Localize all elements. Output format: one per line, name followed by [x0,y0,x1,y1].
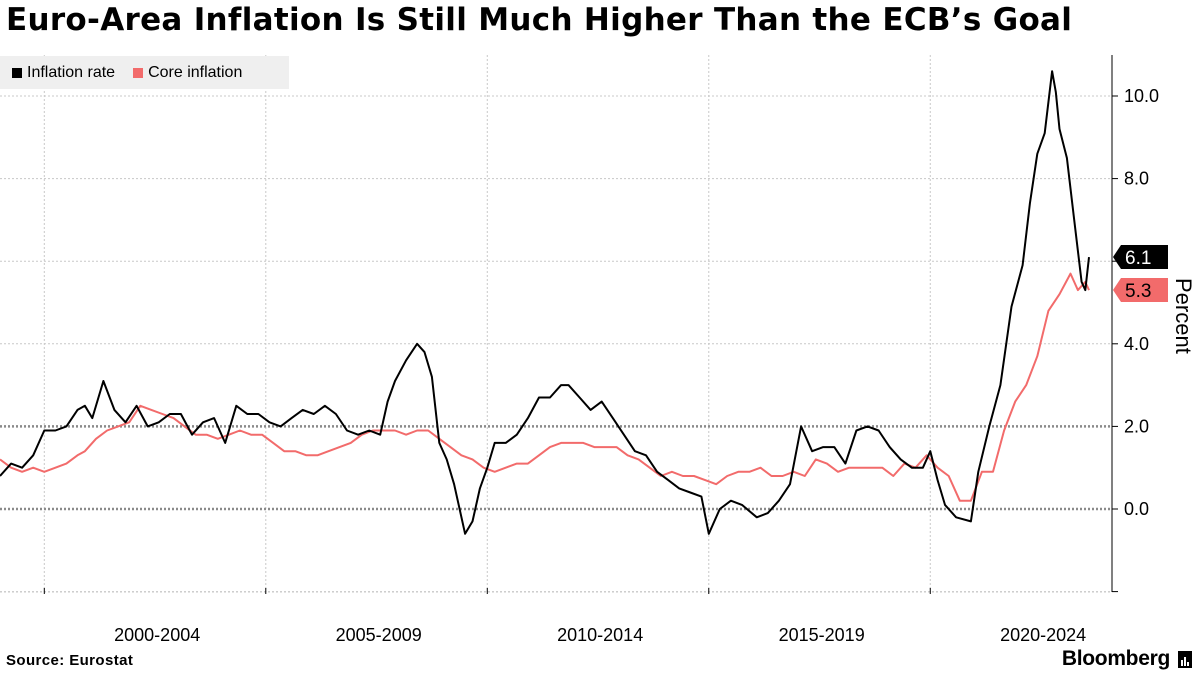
x-axis: 2000-2004 2005-2009 2010-2014 2015-2019 2020… [43,588,1086,645]
legend-swatch-core-inflation [133,67,144,78]
chart-grid [0,55,1112,593]
legend-item-core-inflation: Core inflation [133,64,242,82]
y-tick-label: 2.0 [1124,416,1149,436]
chart-title: Euro-Area Inflation Is Still Much Higher… [6,2,1073,38]
x-tick-label: 2005-2009 [336,625,422,645]
y-tick-label: 0.0 [1124,499,1149,519]
end-value-label: 6.1 [1125,248,1151,269]
y-tick-label: 8.0 [1124,169,1149,189]
end-value-tag-inflation-rate: 6.1 [1113,245,1168,269]
end-value-tag-shape [1113,278,1168,302]
end-value-labels: 6.1 5.3 [1113,245,1168,302]
y-axis: 0.0 2.0 4.0 8.0 10.0 Percent [1111,55,1196,593]
x-tick-label: 2010-2014 [557,625,643,645]
brand-logo: Bloomberg [1061,647,1170,670]
reference-lines [0,425,1112,511]
legend-swatch-inflation-rate [12,67,22,78]
x-tick-label: 2000-2004 [114,625,200,645]
series-line-core-inflation [0,272,1090,502]
x-tick-label: 2020-2024 [1000,625,1086,645]
end-value-label: 5.3 [1125,281,1151,302]
legend-label-core-inflation: Core inflation [148,63,243,81]
y-tick-label: 10.0 [1124,86,1159,106]
y-axis-title: Percent [1171,278,1196,354]
legend-label-inflation-rate: Inflation rate [27,63,116,81]
source-note: Source: Eurostat [6,652,134,669]
legend-item-inflation-rate: Inflation rate [12,64,115,82]
x-tick-label: 2015-2019 [779,625,865,645]
legend: Inflation rate Core inflation [0,56,289,89]
end-value-tag-core-inflation: 5.3 [1113,278,1168,302]
y-tick-label: 4.0 [1124,334,1149,354]
series-line-inflation-rate [0,70,1090,535]
bloomberg-terminal-icon [1178,651,1192,668]
end-value-tag-shape [1113,245,1168,269]
series-layer [0,70,1090,535]
